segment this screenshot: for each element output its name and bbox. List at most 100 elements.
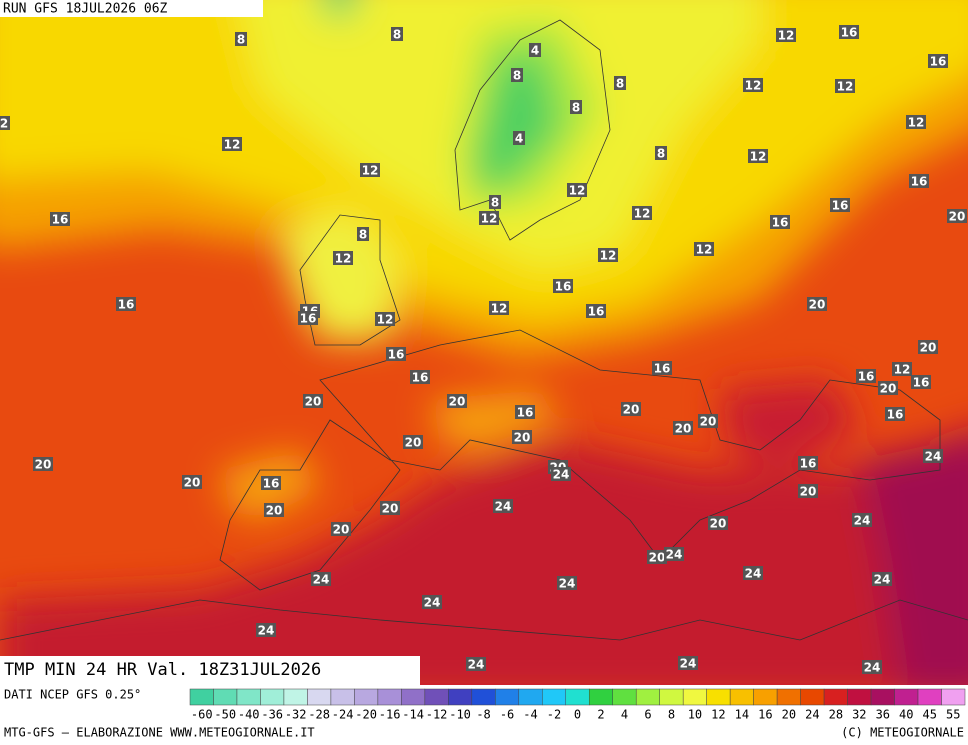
- contour-label: 12: [634, 207, 651, 221]
- contour-label: 24: [313, 573, 330, 587]
- contour-label: 24: [864, 661, 881, 675]
- colorbar-swatch: [213, 688, 238, 706]
- contour-label: 20: [449, 395, 466, 409]
- colorbar-label: 0: [574, 708, 581, 722]
- contour-label: 20: [333, 523, 350, 537]
- contour-label-box: [410, 370, 430, 384]
- colorbar-label: -32: [285, 708, 307, 722]
- contour-label-box: [673, 421, 693, 435]
- contour-label: 20: [35, 458, 52, 472]
- colorbar-swatch: [706, 688, 731, 706]
- contour-label-box: [33, 457, 53, 471]
- colorbar-label: 4: [621, 708, 628, 722]
- colorbar-swatch: [424, 688, 449, 706]
- contour-label-box: [918, 340, 938, 354]
- contour-label: 8: [513, 69, 521, 83]
- contour-label-box: [906, 115, 926, 129]
- colorbar-swatch: [753, 688, 778, 706]
- contour-label-box: [422, 595, 442, 609]
- colorbar-label: -14: [402, 708, 424, 722]
- contour-label-box: [551, 467, 571, 481]
- contour-label: 20: [649, 551, 666, 565]
- contour-label: 24: [680, 657, 697, 671]
- validity: TMP MIN 24 HR Val. 18Z31JUL2026: [4, 660, 321, 680]
- contour-label: 12: [745, 79, 762, 93]
- colorbar-label: 16: [758, 708, 772, 722]
- colorbar-swatch: [612, 688, 637, 706]
- contour-label-box: [264, 503, 284, 517]
- colorbar-label: 45: [923, 708, 937, 722]
- colorbar-swatch: [283, 688, 308, 706]
- contour-label: 20: [184, 476, 201, 490]
- contour-label: 20: [710, 517, 727, 531]
- contour-label: 16: [412, 371, 429, 385]
- contour-label: 20: [800, 485, 817, 499]
- contour-label-box: [614, 76, 626, 90]
- contour-label-box: [511, 68, 523, 82]
- contour-label: 12: [481, 212, 498, 226]
- contour-label: 24: [258, 624, 275, 638]
- contour-label: 16: [52, 213, 69, 227]
- colorbar-swatch: [471, 688, 496, 706]
- contour-label-box: [878, 381, 898, 395]
- contour-label-box: [479, 211, 499, 225]
- colorbar-swatch: [823, 688, 848, 706]
- contour-label-box: [807, 297, 827, 311]
- colorbar-label: -6: [500, 708, 514, 722]
- colorbar-swatch: [659, 688, 684, 706]
- contour-label-box: [357, 227, 369, 241]
- contour-label: 12: [696, 243, 713, 257]
- contour-label: 12: [894, 363, 911, 377]
- colorbar-swatch: [542, 688, 567, 706]
- colorbar-label: 2: [597, 708, 604, 722]
- colorbar-swatch: [894, 688, 919, 706]
- contour-label: 8: [572, 101, 580, 115]
- contour-label-box: [380, 501, 400, 515]
- colorbar-swatch: [588, 688, 613, 706]
- contour-label-box: [50, 212, 70, 226]
- contour-label: 20: [880, 382, 897, 396]
- colorbar-label: 10: [688, 708, 702, 722]
- contour-label: 20: [700, 415, 717, 429]
- contour-label: 12: [600, 249, 617, 263]
- contour-label-box: [386, 347, 406, 361]
- contour-label-box: [856, 369, 876, 383]
- contour-label-box: [513, 131, 525, 145]
- colorbar-swatch: [401, 688, 426, 706]
- contour-label: 16: [832, 199, 849, 213]
- contour-label: 2: [0, 117, 8, 131]
- contour-label-box: [632, 206, 652, 220]
- colorbar-swatch: [448, 688, 473, 706]
- colorbar-label: 14: [735, 708, 749, 722]
- contour-label: 20: [623, 403, 640, 417]
- colorbar: -60 -50 -40 -36 -32 -28 -24 -20 -16 -14 -12 -10 -8 -6…: [189, 688, 966, 722]
- colorbar-swatch: [189, 688, 214, 706]
- contour-label: 24: [553, 468, 570, 482]
- contour-label-box: [331, 522, 351, 536]
- contour-label: 4: [515, 132, 523, 146]
- contour-label-box: [655, 146, 667, 160]
- contour-label: 16: [654, 362, 671, 376]
- colorbar-label: -50: [214, 708, 236, 722]
- contour-label-box: [375, 312, 395, 326]
- contour-label-box: [862, 660, 882, 674]
- colorbar-swatch: [847, 688, 872, 706]
- colorbar-swatch: [354, 688, 379, 706]
- contour-label: 16: [388, 348, 405, 362]
- colorbar-label: 24: [805, 708, 819, 722]
- contour-label-box: [403, 435, 423, 449]
- contour-label: 24: [468, 658, 485, 672]
- colorbar-swatch: [565, 688, 590, 706]
- contour-label: 16: [887, 408, 904, 422]
- contour-label: 12: [569, 184, 586, 198]
- contour-label: 16: [772, 216, 789, 230]
- contour-label: 12: [224, 138, 241, 152]
- colorbar-swatch: [941, 688, 966, 706]
- header-box: [0, 0, 263, 17]
- contour-label: 16: [300, 312, 317, 326]
- contour-label: 4: [531, 44, 539, 58]
- contour-label: 24: [874, 573, 891, 587]
- contour-label-box: [529, 43, 541, 57]
- contour-label-box: [235, 32, 247, 46]
- temperature-field: 8848884812121281212168121212161616121216…: [0, 0, 968, 685]
